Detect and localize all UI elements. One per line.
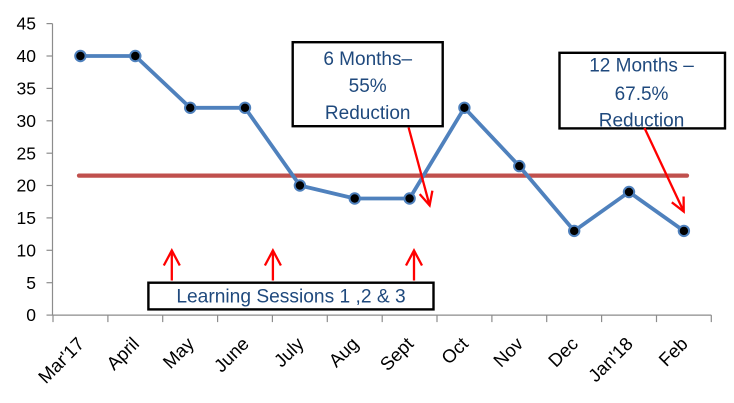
svg-text:Learning Sessions 1 ,2 & 3: Learning Sessions 1 ,2 & 3 (176, 286, 405, 307)
svg-text:30: 30 (17, 111, 37, 131)
svg-text:40: 40 (17, 46, 37, 66)
svg-text:Reduction: Reduction (599, 111, 685, 132)
svg-text:5: 5 (26, 273, 36, 293)
svg-text:20: 20 (17, 176, 37, 196)
svg-text:67.5%: 67.5% (615, 84, 669, 105)
svg-text:6 Months–: 6 Months– (323, 49, 412, 70)
svg-text:55%: 55% (349, 76, 387, 97)
svg-text:12 Months –: 12 Months – (589, 55, 694, 76)
svg-text:35: 35 (17, 79, 36, 99)
svg-text:Reduction: Reduction (325, 103, 411, 124)
svg-text:15: 15 (17, 208, 36, 228)
svg-text:25: 25 (17, 143, 36, 163)
svg-text:45: 45 (17, 14, 36, 34)
svg-text:0: 0 (26, 305, 36, 325)
svg-text:10: 10 (17, 240, 37, 260)
